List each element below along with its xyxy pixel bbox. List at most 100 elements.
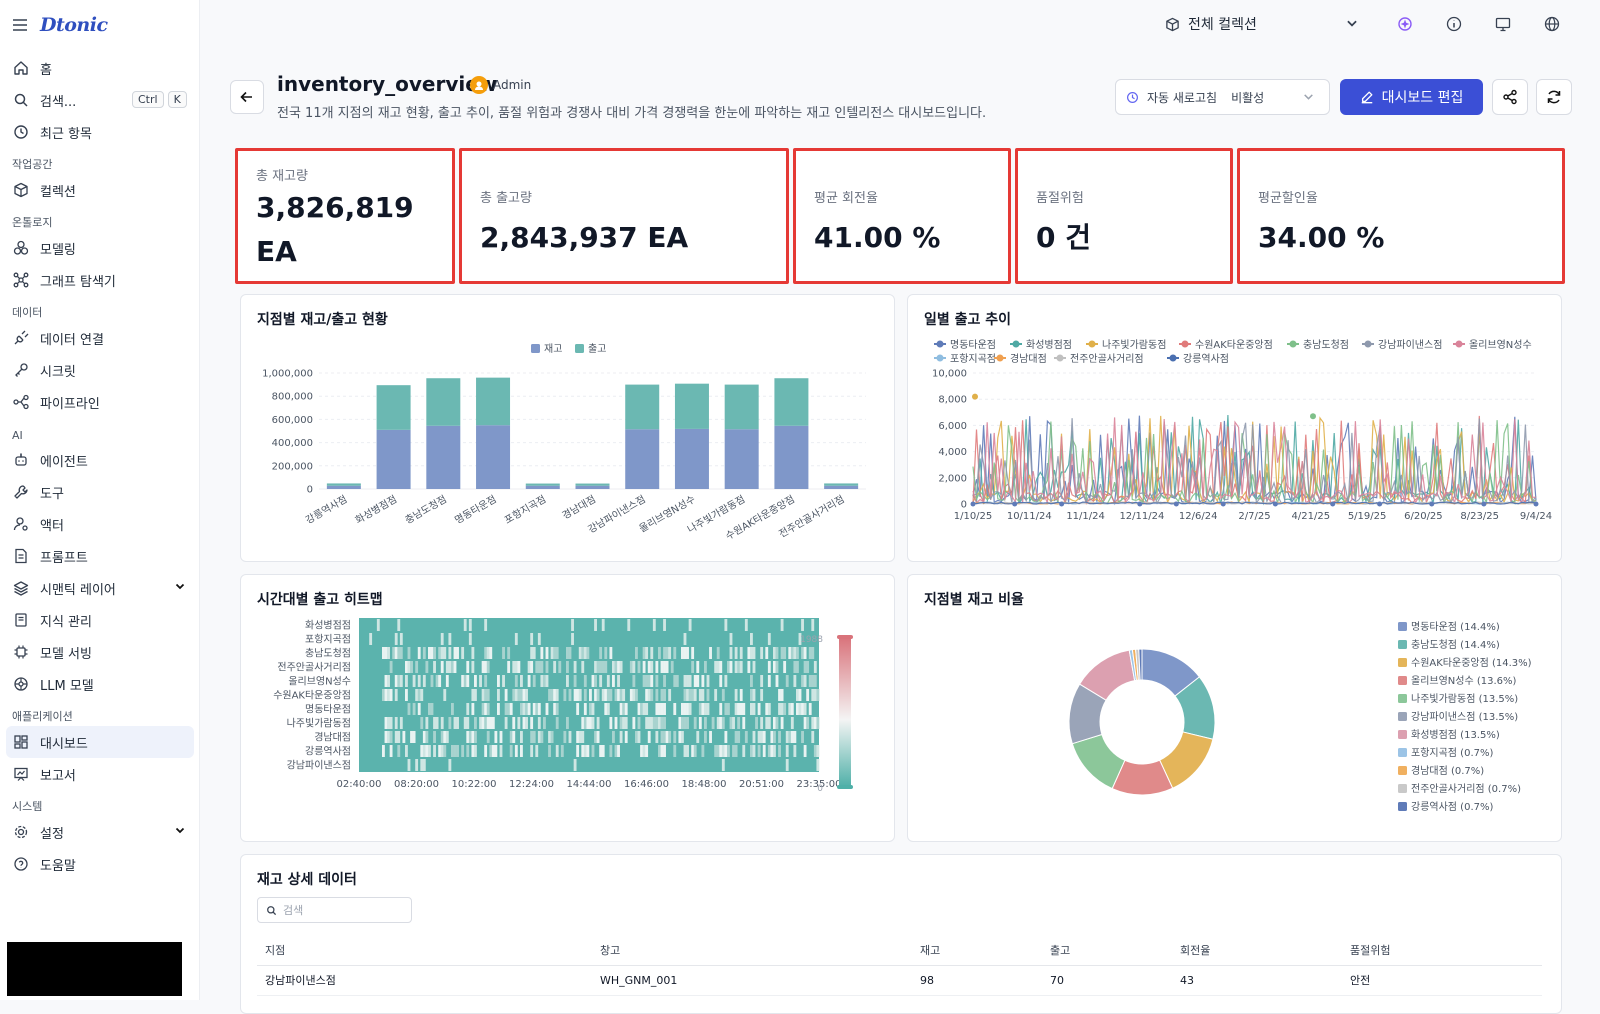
sidebar-item-semantic-layer[interactable]: 시맨틱 레이어 bbox=[0, 572, 200, 604]
auto-refresh-select[interactable]: 자동 새로고침 비활성 bbox=[1115, 79, 1330, 115]
heatmap-cell bbox=[681, 731, 684, 743]
pie-slice bbox=[1138, 648, 1143, 681]
info-icon[interactable] bbox=[1444, 14, 1464, 34]
column-header[interactable]: 창고 bbox=[592, 935, 912, 966]
heatmap-cell bbox=[397, 745, 401, 757]
heatmap-cell bbox=[399, 675, 403, 687]
heatmap-cell bbox=[803, 717, 807, 729]
heatmap-cell bbox=[721, 759, 725, 771]
heatmap-cell bbox=[512, 731, 516, 743]
heatmap-cell bbox=[560, 745, 564, 757]
heatmap-row-label: 경남대점 bbox=[314, 731, 351, 744]
heatmap-cell bbox=[734, 731, 738, 743]
heatmap-cell bbox=[504, 717, 508, 729]
sidebar-item-recent[interactable]: 최근 항목 bbox=[0, 116, 200, 148]
heatmap-cell bbox=[448, 759, 452, 771]
chevron-down-icon[interactable] bbox=[174, 824, 186, 840]
chevron-down-icon[interactable] bbox=[174, 580, 186, 596]
heatmap-cell bbox=[440, 661, 444, 673]
ai-assistant-icon[interactable] bbox=[1395, 14, 1415, 34]
heatmap-cell bbox=[663, 647, 666, 659]
heatmap-cell bbox=[606, 675, 610, 687]
sidebar-item-graph-explorer[interactable]: 그래프 탐색기 bbox=[0, 264, 200, 296]
heatmap-cell bbox=[550, 647, 554, 659]
table-search-input[interactable]: 검색 bbox=[257, 897, 412, 923]
edit-dashboard-button[interactable]: 대시보드 편집 bbox=[1340, 79, 1483, 115]
heatmap-cell bbox=[581, 661, 585, 673]
sidebar-item-data-connect[interactable]: 데이터 연결 bbox=[0, 322, 200, 354]
menu-icon[interactable] bbox=[12, 18, 28, 32]
sidebar-item-pipeline[interactable]: 파이프라인 bbox=[0, 386, 200, 418]
legend-swatch bbox=[1398, 712, 1407, 721]
heatmap-cell bbox=[532, 647, 536, 659]
column-header[interactable]: 회전율 bbox=[1172, 935, 1342, 966]
sidebar-item-model-serving[interactable]: 모델 서빙 bbox=[0, 636, 200, 668]
globe-icon[interactable] bbox=[1542, 14, 1562, 34]
heatmap-cell bbox=[596, 689, 600, 701]
owner-name: Admin bbox=[493, 78, 532, 92]
sidebar-item-agent[interactable]: 에이전트 bbox=[0, 444, 200, 476]
sidebar-item-home[interactable]: 홈 bbox=[0, 52, 200, 84]
heatmap-cell bbox=[517, 689, 521, 701]
app-logo[interactable]: Dtonic bbox=[40, 14, 108, 36]
heatmap-cell bbox=[652, 717, 656, 729]
heatmap-cell bbox=[435, 717, 439, 729]
heatmap-cell bbox=[399, 647, 403, 659]
column-header[interactable]: 출고 bbox=[1042, 935, 1172, 966]
legend-marker bbox=[936, 354, 944, 362]
heatmap-cell bbox=[760, 689, 764, 701]
column-header[interactable]: 지점 bbox=[257, 935, 592, 966]
sidebar-item-knowledge[interactable]: 지식 관리 bbox=[0, 604, 200, 636]
heatmap-cell bbox=[451, 745, 454, 757]
heatmap-cell bbox=[504, 703, 508, 715]
table-row[interactable]: 강남파이낸스점 WH_GNM_001 98 70 43 안전 bbox=[257, 965, 1542, 996]
sidebar-item-collection[interactable]: 컬렉션 bbox=[0, 174, 200, 206]
heatmap-cell bbox=[571, 619, 574, 631]
x-tick-label: 02:40:00 bbox=[337, 779, 382, 790]
sidebar-item-report[interactable]: 보고서 bbox=[0, 758, 200, 790]
heatmap-cell bbox=[683, 717, 687, 729]
back-button[interactable] bbox=[230, 80, 264, 114]
heatmap-cell bbox=[655, 717, 659, 729]
heatmap-cell bbox=[512, 661, 516, 673]
heatmap-cell bbox=[530, 647, 534, 659]
line-marker bbox=[1173, 501, 1179, 507]
collection-selector[interactable]: 전체 컬렉션 bbox=[1165, 14, 1357, 34]
sidebar-item-secret[interactable]: 시크릿 bbox=[0, 354, 200, 386]
bar-ship bbox=[326, 483, 361, 486]
heatmap-cell bbox=[783, 703, 787, 715]
legend-label: 나주빛가람동점 (13.5%) bbox=[1411, 692, 1518, 705]
column-header[interactable]: 품절위험 bbox=[1342, 935, 1542, 966]
user-profile-box[interactable] bbox=[7, 942, 182, 996]
heatmap-cell bbox=[658, 717, 661, 729]
sidebar-item-prompt[interactable]: 프롬프트 bbox=[0, 540, 200, 572]
sidebar-item-dashboard[interactable]: 대시보드 bbox=[6, 726, 194, 758]
heatmap-cell bbox=[389, 689, 393, 701]
heatmap-cell bbox=[438, 647, 442, 659]
legend-swatch bbox=[1398, 730, 1407, 739]
legend-marker bbox=[1289, 340, 1297, 348]
column-header[interactable]: 재고 bbox=[912, 935, 1042, 966]
sidebar-item-help[interactable]: 도움말 bbox=[0, 848, 200, 880]
heatmap-cell bbox=[504, 689, 508, 701]
line-marker bbox=[1310, 413, 1316, 420]
refresh-button[interactable] bbox=[1536, 79, 1572, 115]
x-tick-label: 12/6/24 bbox=[1179, 511, 1218, 522]
sidebar-item-actor[interactable]: 액터 bbox=[0, 508, 200, 540]
sidebar-item-search[interactable]: 검색... Ctrl K bbox=[0, 84, 200, 116]
sidebar-item-label: 모델링 bbox=[40, 242, 76, 258]
sidebar-item-settings[interactable]: 설정 bbox=[0, 816, 200, 848]
sidebar-item-modeling[interactable]: 모델링 bbox=[0, 232, 200, 264]
heatmap-cell bbox=[629, 661, 633, 673]
legend-label: 충남도청점 (14.4%) bbox=[1411, 639, 1500, 651]
sidebar-item-tool[interactable]: 도구 bbox=[0, 476, 200, 508]
share-button[interactable] bbox=[1492, 79, 1528, 115]
x-tick-label: 경남대점 bbox=[560, 492, 598, 522]
heatmap-cell bbox=[514, 661, 518, 673]
heatmap-cell bbox=[486, 717, 490, 729]
heatmap-cell bbox=[553, 703, 557, 715]
sidebar-item-llm-model[interactable]: LLM 모델 bbox=[0, 668, 200, 700]
heatmap-cell bbox=[658, 703, 661, 715]
legend-marker bbox=[1364, 340, 1372, 348]
monitor-icon[interactable] bbox=[1493, 14, 1513, 34]
